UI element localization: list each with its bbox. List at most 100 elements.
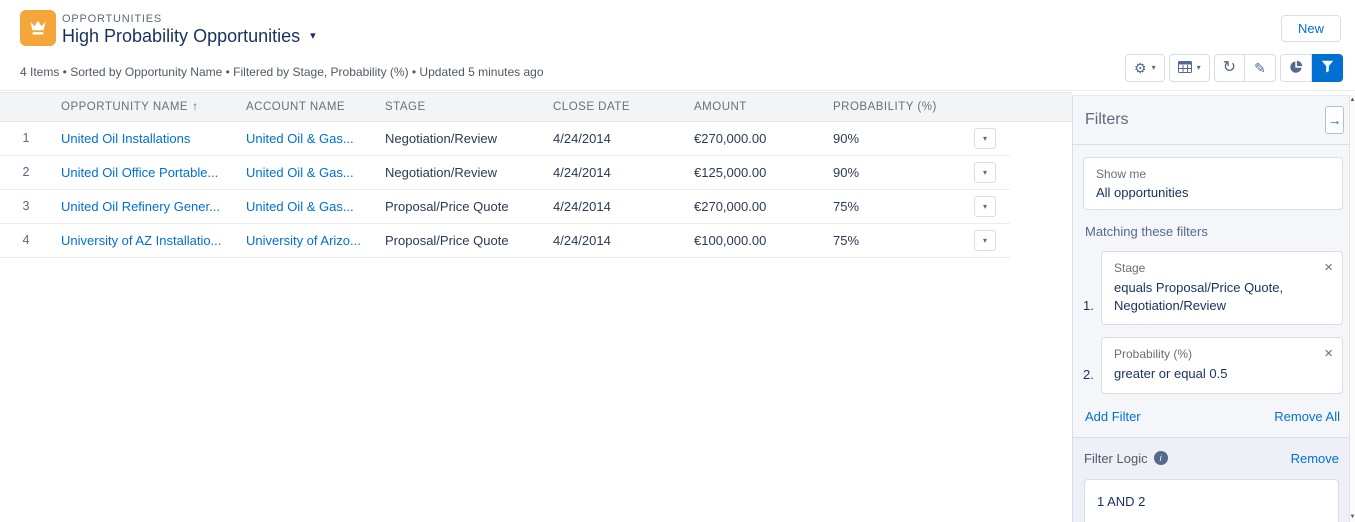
settings-button[interactable]: ⚙ ▾ — [1125, 54, 1165, 82]
pie-chart-icon — [1289, 60, 1303, 77]
refresh-button[interactable]: ↻ — [1213, 54, 1245, 82]
remove-logic-link[interactable]: Remove — [1290, 450, 1339, 466]
row-number: 4 — [22, 233, 30, 247]
probability-cell: 90% — [833, 131, 860, 146]
filter-field: Stage — [1114, 261, 1146, 275]
chevron-down-icon: ▾ — [1151, 63, 1156, 72]
remove-filter-close-icon[interactable]: × — [1324, 345, 1333, 363]
table-row: 4 University of AZ Installatio... Univer… — [0, 224, 1010, 258]
filter-card-probability[interactable]: Probability (%) greater or equal 0.5 × — [1101, 337, 1343, 394]
info-icon[interactable]: i — [1153, 451, 1168, 466]
column-header-close-date[interactable]: CLOSE DATE — [553, 101, 630, 113]
close-date-cell: 4/24/2014 — [553, 131, 611, 146]
scroll-up-icon[interactable]: ▲ — [1349, 97, 1355, 103]
row-number: 1 — [22, 131, 30, 145]
sort-ascending-icon: ↑ — [192, 99, 199, 113]
filter-condition: greater or equal 0.5 — [1114, 366, 1228, 382]
filter-card-stage[interactable]: Stage equals Proposal/Price Quote, Negot… — [1101, 251, 1343, 326]
add-filter-link[interactable]: Add Filter — [1085, 408, 1141, 424]
new-button[interactable]: New — [1280, 15, 1341, 42]
table-body: 1 United Oil Installations United Oil & … — [0, 122, 1072, 258]
filter-index: 2. — [1083, 366, 1094, 382]
row-actions-button[interactable]: ▾ — [974, 196, 996, 217]
table-header-row: OPPORTUNITY NAME ↑ ACCOUNT NAME STAGE CLO… — [0, 92, 1072, 122]
list-view-selector-chevron-down-icon[interactable]: ▾ — [310, 30, 316, 42]
filter-index: 1. — [1083, 298, 1094, 314]
probability-cell: 90% — [833, 165, 860, 180]
close-date-cell: 4/24/2014 — [553, 165, 611, 180]
charts-button[interactable] — [1280, 54, 1312, 82]
close-date-cell: 4/24/2014 — [553, 233, 611, 248]
opportunity-link[interactable]: United Oil Installations — [61, 131, 191, 146]
page-title: High Probability Opportunities — [62, 26, 301, 46]
filter-logic-label: Filter Logic — [1084, 450, 1148, 466]
close-date-cell: 4/24/2014 — [553, 199, 611, 214]
amount-cell: €270,000.00 — [694, 199, 767, 214]
column-header-amount[interactable]: AMOUNT — [694, 101, 747, 113]
filters-panel-title: Filters — [1085, 111, 1129, 128]
column-header-actions — [961, 93, 1010, 121]
list-view-header: OPPORTUNITIES High Probability Opportuni… — [0, 0, 1355, 91]
account-link[interactable]: United Oil & Gas... — [246, 131, 354, 146]
chevron-down-icon: ▾ — [982, 133, 987, 143]
probability-cell: 75% — [833, 199, 860, 214]
show-me-card[interactable]: Show me All opportunities — [1083, 157, 1343, 210]
probability-cell: 75% — [833, 233, 860, 248]
column-header-rownum — [0, 93, 52, 121]
filter-field: Probability (%) — [1114, 347, 1193, 362]
account-link[interactable]: University of Arizo... — [246, 233, 361, 248]
table-row: 1 United Oil Installations United Oil & … — [0, 122, 1010, 156]
show-me-value: All opportunities — [1096, 185, 1189, 200]
opportunity-link[interactable]: United Oil Office Portable... — [61, 165, 219, 180]
show-me-label: Show me — [1096, 167, 1147, 181]
column-header-opportunity-name[interactable]: OPPORTUNITY NAME ↑ — [61, 99, 199, 113]
chevron-down-icon: ▾ — [982, 235, 987, 245]
column-header-stage[interactable]: STAGE — [385, 101, 426, 113]
list-summary: 4 Items • Sorted by Opportunity Name • F… — [20, 65, 544, 79]
account-link[interactable]: United Oil & Gas... — [246, 199, 354, 214]
row-number: 2 — [22, 165, 30, 179]
filter-condition: equals Proposal/Price Quote, Negotiation… — [1114, 280, 1284, 314]
filter-funnel-icon — [1321, 60, 1334, 76]
account-link[interactable]: United Oil & Gas... — [246, 165, 354, 180]
row-actions-button[interactable]: ▾ — [974, 162, 996, 183]
pencil-icon: ✎ — [1254, 60, 1266, 76]
collapse-panel-button[interactable]: → — [1325, 106, 1344, 134]
display-as-button[interactable]: ▾ — [1168, 54, 1210, 82]
table-row: 3 United Oil Refinery Gener... United Oi… — [0, 190, 1010, 224]
stage-cell: Proposal/Price Quote — [385, 199, 509, 214]
opportunity-link[interactable]: United Oil Refinery Gener... — [61, 199, 220, 214]
opportunity-link[interactable]: University of AZ Installatio... — [61, 233, 222, 248]
vertical-scrollbar[interactable]: ▲ ▼ — [1349, 95, 1355, 522]
remove-filter-close-icon[interactable]: × — [1324, 259, 1333, 276]
amount-cell: €125,000.00 — [694, 165, 767, 180]
filters-panel: Filters → Show me All opportunities Matc… — [1072, 95, 1349, 522]
row-actions-button[interactable]: ▾ — [974, 230, 996, 251]
filter-logic-input[interactable]: 1 AND 2 — [1084, 478, 1339, 522]
chevron-down-icon: ▾ — [982, 167, 987, 177]
filter-logic-section: Filter Logic i Remove 1 AND 2 — [1073, 436, 1349, 522]
opportunity-crown-icon — [20, 10, 56, 46]
row-number: 3 — [22, 199, 30, 213]
table-row: 2 United Oil Office Portable... United O… — [0, 156, 1010, 190]
row-actions-button[interactable]: ▾ — [974, 128, 996, 149]
amount-cell: €270,000.00 — [694, 131, 767, 146]
edit-button[interactable]: ✎ — [1245, 54, 1276, 82]
chevron-down-icon: ▾ — [982, 201, 987, 211]
refresh-icon: ↻ — [1222, 59, 1236, 76]
chevron-down-icon: ▾ — [1196, 63, 1201, 72]
table-icon — [1177, 60, 1192, 76]
list-toolbar: ⚙ ▾ ▾ ↻ ✎ — [1125, 54, 1343, 82]
scroll-down-icon[interactable]: ▼ — [1349, 514, 1355, 520]
matching-filters-label: Matching these filters — [1085, 224, 1208, 239]
arrow-right-icon: → — [1327, 112, 1342, 128]
stage-cell: Proposal/Price Quote — [385, 233, 509, 248]
filter-button[interactable] — [1312, 54, 1343, 82]
remove-all-link[interactable]: Remove All — [1274, 408, 1340, 424]
column-header-probability[interactable]: PROBABILITY (%) — [833, 101, 937, 113]
stage-cell: Negotiation/Review — [385, 165, 498, 180]
column-header-account-name[interactable]: ACCOUNT NAME — [246, 101, 346, 113]
object-label: OPPORTUNITIES — [62, 13, 163, 25]
gear-icon: ⚙ — [1134, 60, 1147, 76]
stage-cell: Negotiation/Review — [385, 131, 498, 146]
